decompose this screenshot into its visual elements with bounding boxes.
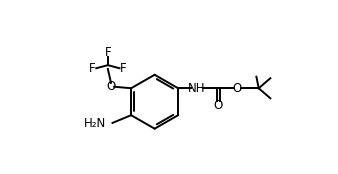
Text: H₂N: H₂N	[84, 117, 106, 130]
Text: F: F	[104, 46, 111, 59]
Text: NH: NH	[188, 82, 206, 95]
Text: O: O	[106, 80, 116, 93]
Text: F: F	[120, 62, 127, 75]
Text: F: F	[89, 62, 96, 75]
Text: O: O	[233, 82, 242, 95]
Text: O: O	[214, 99, 223, 112]
